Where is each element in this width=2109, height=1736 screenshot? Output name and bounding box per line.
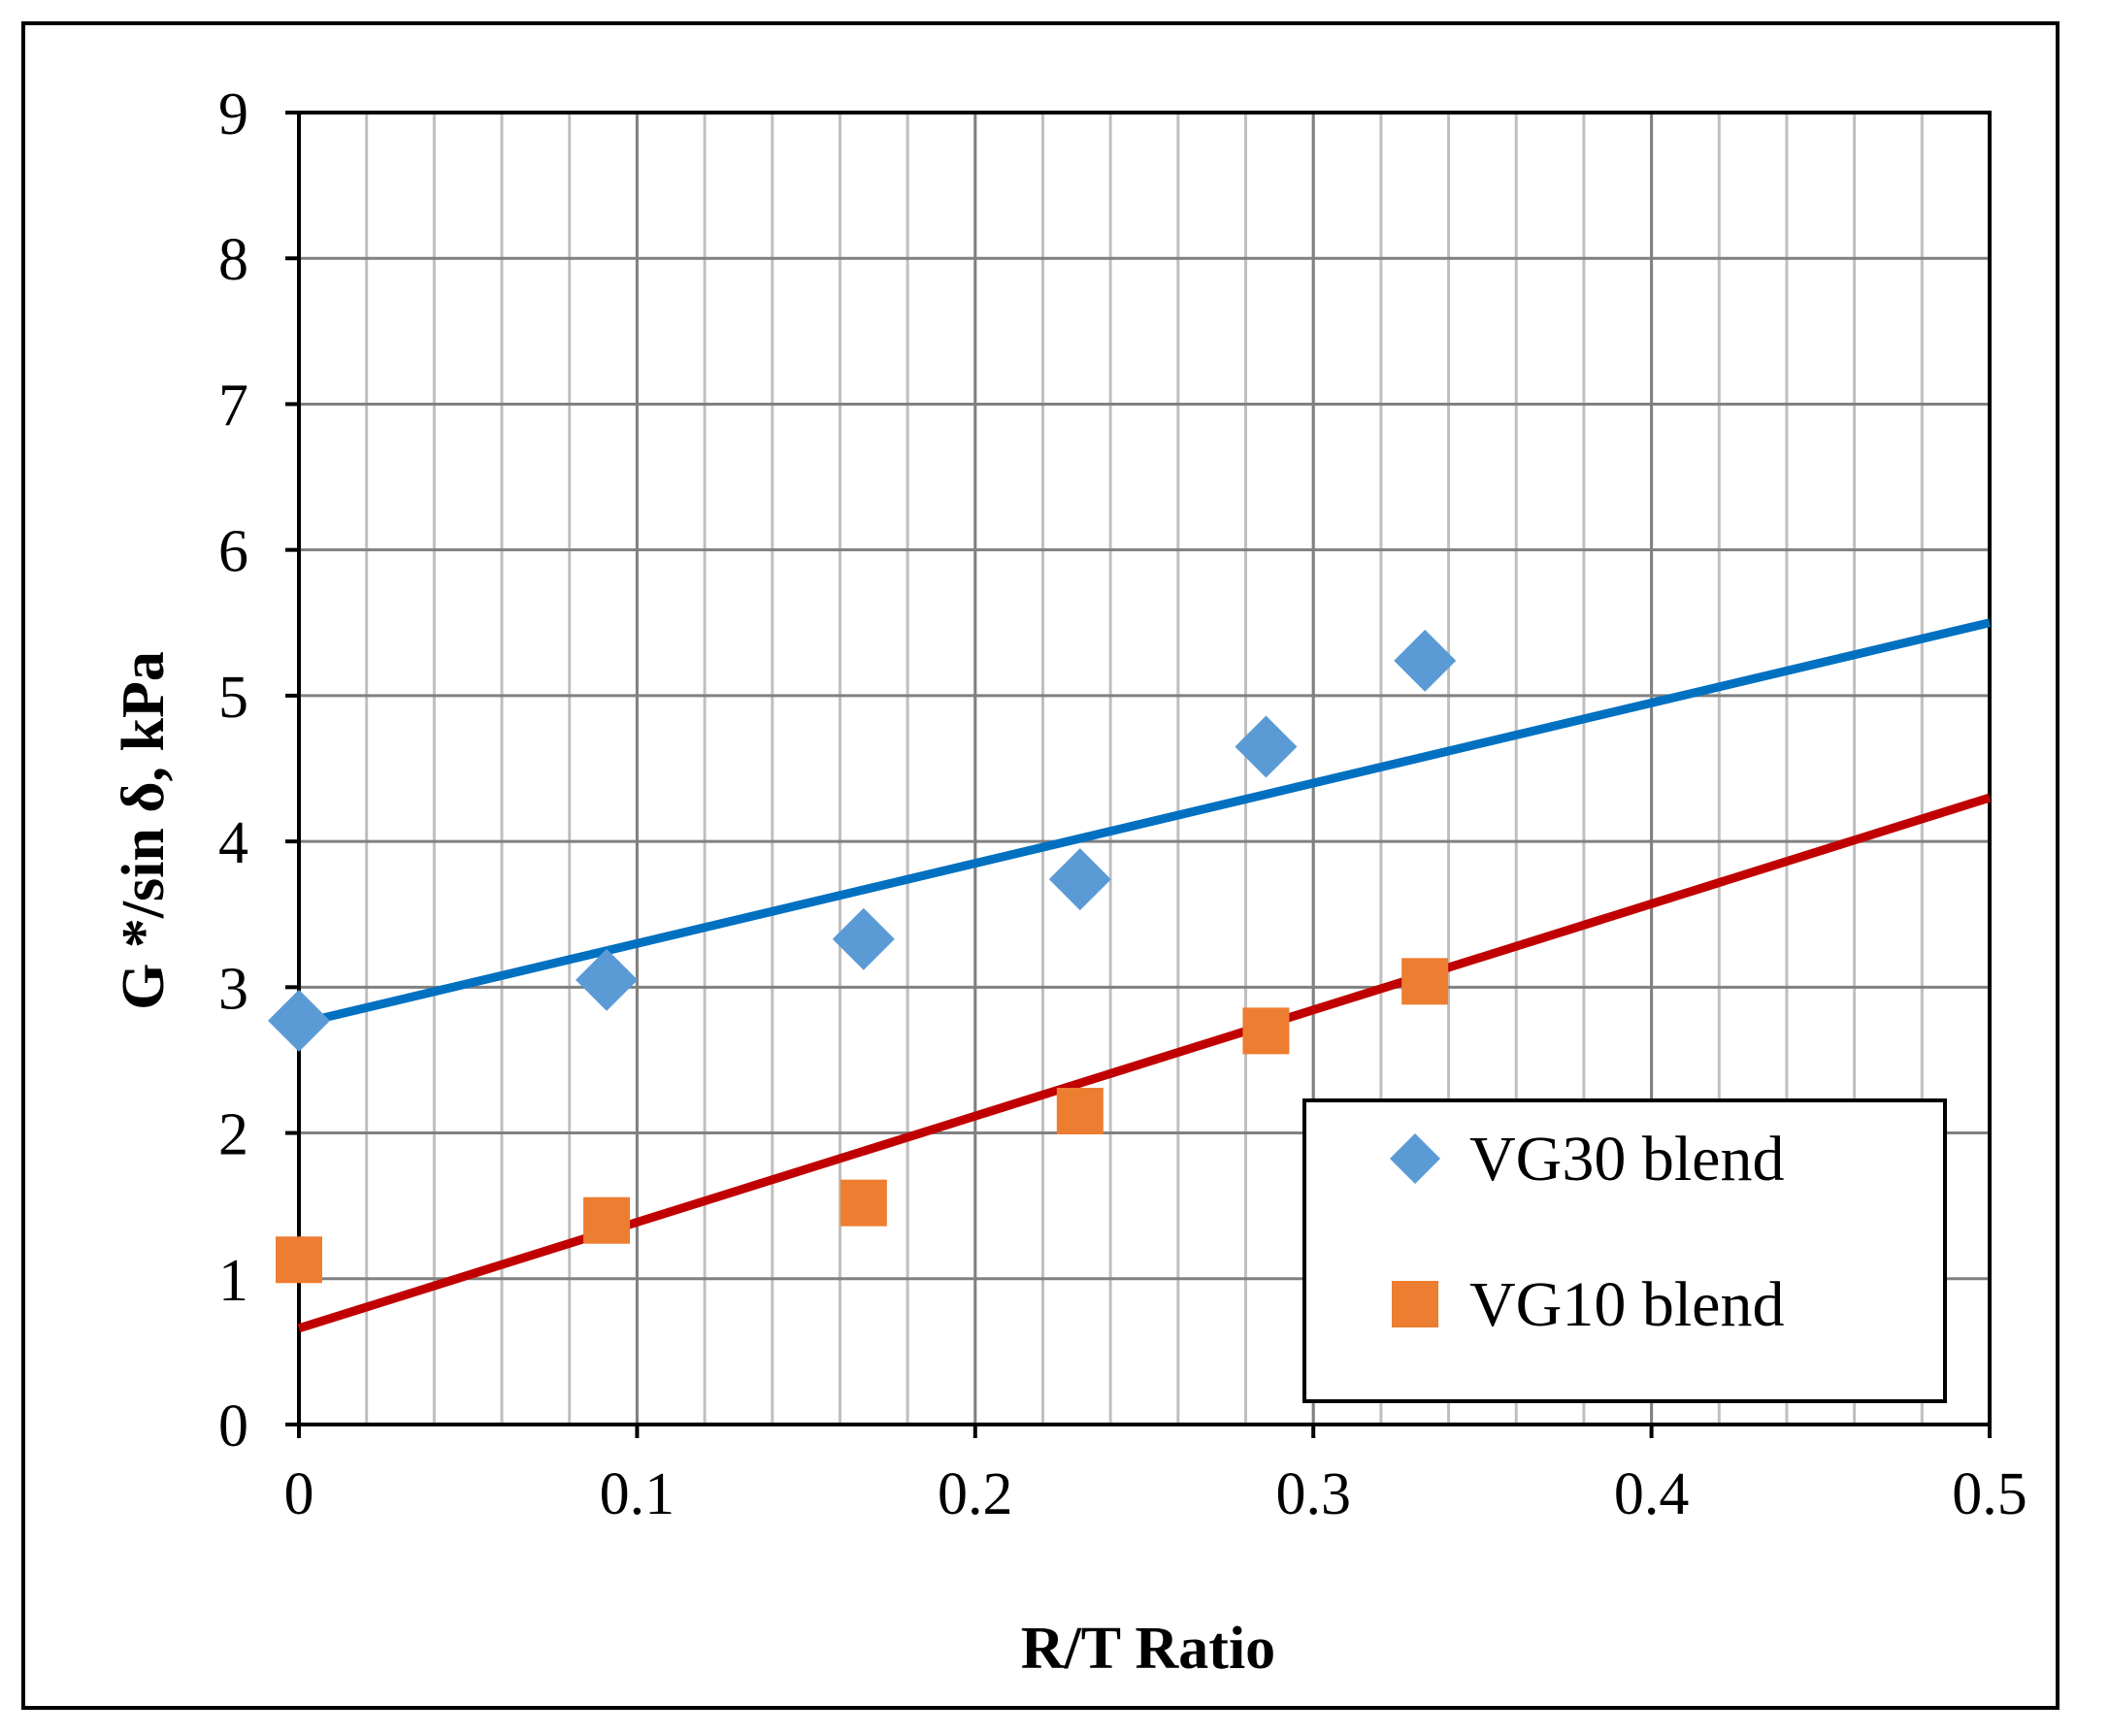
point-vg30-blend <box>1235 715 1298 778</box>
point-vg10-blend <box>840 1179 887 1227</box>
trendline-vg10-blend <box>297 793 1992 1333</box>
plot-area-border <box>297 111 1992 1426</box>
point-vg10-blend <box>1242 1007 1290 1055</box>
legend-label-vg10: VG10 blend <box>1469 1269 1784 1340</box>
x-tick-label: 0.2 <box>938 1461 1013 1527</box>
x-tick-label: 0 <box>284 1461 314 1527</box>
x-axis-title: R/T Ratio <box>1021 1616 1275 1682</box>
point-vg10-blend <box>1056 1088 1104 1135</box>
legend-symbol-vg10 <box>1392 1281 1438 1327</box>
y-tick-labels: 0 1 2 3 4 5 6 7 8 9 <box>218 82 248 1459</box>
y-tick-label: 8 <box>218 227 248 293</box>
y-tick-label: 2 <box>218 1102 248 1168</box>
trendlines <box>297 618 1992 1333</box>
chart-svg: 0 0.1 0.2 0.3 0.4 0.5 0 1 2 3 4 5 6 7 8 9 R/T Ratio G … <box>111 82 2027 1682</box>
y-tick-label: 4 <box>218 810 248 876</box>
point-vg30-blend <box>268 989 330 1052</box>
point-vg30-blend <box>832 907 895 970</box>
x-tick-labels: 0 0.1 0.2 0.3 0.4 0.5 <box>284 1461 2027 1527</box>
point-vg30-blend <box>1048 848 1111 911</box>
y-tick-label: 5 <box>218 665 248 731</box>
y-tick-label: 3 <box>218 956 248 1022</box>
y-tick-label: 7 <box>218 373 248 439</box>
x-tick-label: 0.3 <box>1275 1461 1351 1527</box>
x-tick-label: 0.1 <box>600 1461 676 1527</box>
legend: VG30 blend VG10 blend <box>1302 1098 1947 1403</box>
point-vg30-blend <box>1394 629 1457 692</box>
y-tick-label: 0 <box>218 1393 248 1459</box>
point-vg30-blend <box>576 948 639 1011</box>
legend-entries <box>1390 1133 1440 1327</box>
y-tick-label: 9 <box>218 82 248 147</box>
y-axis-title: G */sin δ, kPa <box>111 651 177 1010</box>
data-markers <box>268 629 1457 1284</box>
legend-symbol-vg30 <box>1390 1133 1440 1184</box>
y-tick-label: 1 <box>218 1248 248 1314</box>
point-vg10-blend <box>583 1196 631 1244</box>
legend-label-vg30: VG30 blend <box>1469 1124 1784 1195</box>
y-tick-label: 6 <box>218 519 248 585</box>
x-tick-label: 0.5 <box>1952 1461 2027 1527</box>
point-vg10-blend <box>276 1236 322 1284</box>
point-vg10-blend <box>1401 958 1449 1005</box>
trendline-vg30-blend <box>297 618 1992 1029</box>
chart-frame: 0 0.1 0.2 0.3 0.4 0.5 0 1 2 3 4 5 6 7 8 9 R/T Ratio G … <box>21 21 2060 1710</box>
x-tick-label: 0.4 <box>1614 1461 1690 1527</box>
